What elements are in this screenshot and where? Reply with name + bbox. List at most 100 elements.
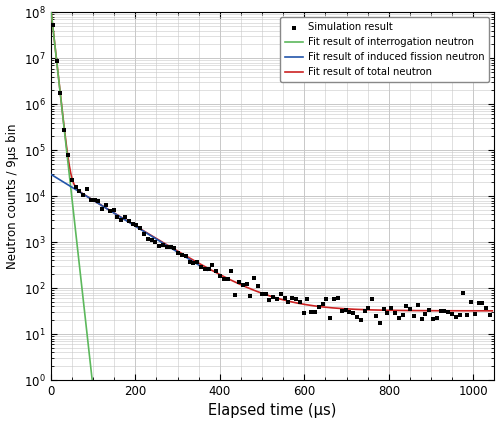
Simulation result — [48, 22, 56, 28]
Simulation result — [304, 296, 312, 302]
Simulation result — [254, 282, 262, 289]
Simulation result — [64, 152, 72, 159]
Simulation result — [436, 307, 444, 314]
Simulation result — [258, 290, 266, 297]
Legend: Simulation result, Fit result of interrogation neutron, Fit result of induced fi: Simulation result, Fit result of interro… — [280, 17, 490, 82]
Simulation result — [231, 291, 239, 298]
Simulation result — [346, 309, 354, 316]
Simulation result — [380, 306, 388, 313]
Simulation result — [486, 311, 494, 318]
Simulation result — [52, 58, 60, 64]
Simulation result — [140, 231, 148, 237]
Simulation result — [288, 295, 296, 301]
Simulation result — [394, 315, 402, 321]
Simulation result — [220, 276, 228, 282]
Simulation result — [398, 311, 406, 318]
Simulation result — [406, 306, 414, 312]
Fit result of interrogation neutron — [76, 259, 82, 264]
Simulation result — [318, 301, 326, 307]
Simulation result — [159, 242, 167, 248]
Simulation result — [460, 289, 468, 296]
Simulation result — [349, 310, 357, 316]
Simulation result — [83, 186, 91, 193]
Simulation result — [338, 308, 345, 315]
Fit result of total neutron — [48, 6, 54, 11]
Simulation result — [391, 310, 399, 316]
Simulation result — [418, 316, 426, 323]
Simulation result — [308, 309, 316, 316]
Simulation result — [163, 243, 171, 250]
Simulation result — [270, 293, 278, 300]
Simulation result — [208, 262, 216, 269]
Simulation result — [56, 90, 64, 97]
Simulation result — [86, 197, 94, 204]
Simulation result — [414, 302, 422, 309]
Simulation result — [121, 213, 129, 220]
Fit result of total neutron — [380, 308, 386, 313]
Fit result of induced fission neutron — [204, 268, 210, 273]
Fit result of interrogation neutron — [48, 6, 54, 11]
Simulation result — [193, 259, 201, 265]
Fit result of interrogation neutron — [48, 8, 54, 13]
Simulation result — [342, 307, 349, 313]
Simulation result — [410, 313, 418, 320]
Simulation result — [166, 244, 174, 251]
Simulation result — [425, 306, 433, 313]
Fit result of total neutron — [490, 308, 496, 313]
Simulation result — [471, 311, 479, 318]
Fit result of total neutron — [308, 303, 314, 308]
Simulation result — [224, 276, 232, 282]
Simulation result — [94, 197, 102, 204]
Fit result of interrogation neutron — [76, 258, 82, 263]
Fit result of induced fission neutron — [48, 172, 54, 177]
Fit result of induced fission neutron — [144, 231, 150, 236]
Simulation result — [262, 290, 270, 297]
Fit result of total neutron — [342, 306, 348, 311]
Fit result of interrogation neutron — [77, 266, 83, 271]
Simulation result — [353, 314, 361, 321]
Simulation result — [330, 296, 338, 303]
Simulation result — [372, 312, 380, 319]
Simulation result — [246, 292, 254, 299]
Simulation result — [456, 312, 464, 319]
Simulation result — [152, 239, 160, 245]
Simulation result — [148, 236, 156, 243]
Y-axis label: Neutron counts / 9μs bin: Neutron counts / 9μs bin — [6, 123, 18, 269]
Simulation result — [296, 299, 304, 306]
Simulation result — [242, 280, 250, 287]
Simulation result — [478, 300, 486, 307]
Simulation result — [334, 295, 342, 302]
Simulation result — [444, 309, 452, 315]
Simulation result — [376, 319, 384, 326]
Simulation result — [300, 310, 308, 317]
Simulation result — [440, 308, 448, 315]
Simulation result — [72, 184, 80, 190]
Line: Fit result of induced fission neutron: Fit result of induced fission neutron — [51, 174, 207, 270]
Simulation result — [387, 305, 395, 312]
Simulation result — [114, 214, 122, 220]
Simulation result — [448, 311, 456, 318]
Fit result of interrogation neutron — [90, 391, 96, 396]
Simulation result — [280, 295, 288, 301]
Simulation result — [235, 278, 243, 285]
Simulation result — [178, 251, 186, 258]
Simulation result — [364, 305, 372, 312]
Simulation result — [433, 315, 441, 321]
Simulation result — [422, 310, 430, 317]
Line: Fit result of interrogation neutron: Fit result of interrogation neutron — [51, 9, 98, 424]
Simulation result — [228, 268, 235, 275]
Simulation result — [182, 252, 190, 259]
Simulation result — [170, 245, 178, 252]
Fit result of induced fission neutron — [190, 259, 196, 264]
Simulation result — [190, 259, 198, 266]
Simulation result — [368, 296, 376, 302]
Simulation result — [60, 126, 68, 133]
Simulation result — [322, 296, 330, 302]
Simulation result — [98, 205, 106, 212]
Simulation result — [474, 299, 482, 306]
X-axis label: Elapsed time (μs): Elapsed time (μs) — [208, 404, 337, 418]
Fit result of interrogation neutron — [88, 364, 94, 369]
Simulation result — [201, 265, 209, 272]
Simulation result — [128, 220, 136, 227]
Simulation result — [273, 296, 281, 302]
